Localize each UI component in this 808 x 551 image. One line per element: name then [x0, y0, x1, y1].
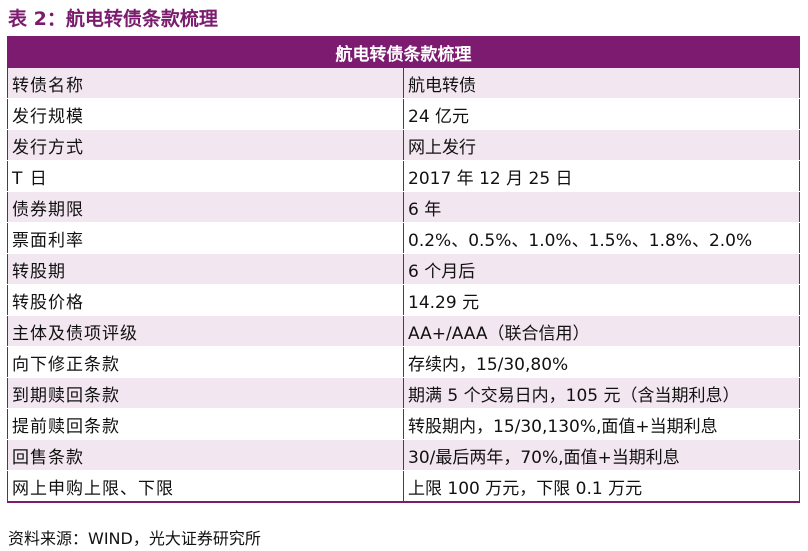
table-row: 网上申购上限、下限 上限 100 万元，下限 0.1 万元	[7, 470, 800, 503]
table-row: 主体及债项评级 AA+/AAA（联合信用）	[7, 315, 800, 347]
row-label: 票面利率	[7, 222, 404, 254]
row-value: 存续内，15/30,80%	[403, 346, 800, 378]
row-value: 期满 5 个交易日内，105 元（含当期利息）	[403, 377, 800, 409]
row-label: 转股价格	[7, 284, 404, 316]
row-label: 主体及债项评级	[7, 315, 404, 347]
row-value: 30/最后两年，70%,面值+当期利息	[403, 439, 800, 471]
row-label: 发行方式	[7, 129, 404, 161]
row-label: 转股期	[7, 253, 404, 285]
row-value: 网上发行	[403, 129, 800, 161]
terms-table-container: 航电转债条款梳理 转债名称 航电转债 发行规模 24 亿元 发行方式 网上发行 T 日 201…	[7, 36, 800, 503]
source-note: 资料来源：WIND，光大证券研究所	[8, 529, 261, 548]
row-label: 向下修正条款	[7, 346, 404, 378]
row-value: 航电转债	[403, 67, 800, 99]
table-row: 到期赎回条款 期满 5 个交易日内，105 元（含当期利息）	[7, 377, 800, 409]
row-value: 6 年	[403, 191, 800, 223]
table-header-row: 航电转债条款梳理	[7, 36, 800, 68]
row-value: AA+/AAA（联合信用）	[403, 315, 800, 347]
row-label: 回售条款	[7, 439, 404, 471]
row-label: 转债名称	[7, 67, 404, 99]
table-row: 转股价格 14.29 元	[7, 284, 800, 316]
row-label: 到期赎回条款	[7, 377, 404, 409]
row-value: 14.29 元	[403, 284, 800, 316]
table-row: 发行方式 网上发行	[7, 129, 800, 161]
table-row: T 日 2017 年 12 月 25 日	[7, 160, 800, 192]
table-title: 表 2：航电转债条款梳理	[8, 8, 218, 30]
table-header: 航电转债条款梳理	[7, 36, 800, 68]
table-row: 发行规模 24 亿元	[7, 98, 800, 130]
row-label: 网上申购上限、下限	[7, 470, 404, 503]
row-value: 24 亿元	[403, 98, 800, 130]
row-value: 2017 年 12 月 25 日	[403, 160, 800, 192]
row-label: 提前赎回条款	[7, 408, 404, 440]
table-row: 债券期限 6 年	[7, 191, 800, 223]
table-row: 提前赎回条款 转股期内，15/30,130%,面值+当期利息	[7, 408, 800, 440]
row-label: T 日	[7, 160, 404, 192]
table-row: 票面利率 0.2%、0.5%、1.0%、1.5%、1.8%、2.0%	[7, 222, 800, 254]
table-row: 回售条款 30/最后两年，70%,面值+当期利息	[7, 439, 800, 471]
row-value: 6 个月后	[403, 253, 800, 285]
table-row: 向下修正条款 存续内，15/30,80%	[7, 346, 800, 378]
row-label: 债券期限	[7, 191, 404, 223]
row-value: 转股期内，15/30,130%,面值+当期利息	[403, 408, 800, 440]
row-label: 发行规模	[7, 98, 404, 130]
table-row: 转债名称 航电转债	[7, 67, 800, 99]
row-value: 上限 100 万元，下限 0.1 万元	[403, 470, 800, 503]
table-row: 转股期 6 个月后	[7, 253, 800, 285]
terms-table: 航电转债条款梳理 转债名称 航电转债 发行规模 24 亿元 发行方式 网上发行 T 日 201…	[7, 36, 800, 503]
row-value: 0.2%、0.5%、1.0%、1.5%、1.8%、2.0%	[403, 222, 800, 254]
table-body: 转债名称 航电转债 发行规模 24 亿元 发行方式 网上发行 T 日 2017 年 12 月 …	[7, 67, 800, 503]
